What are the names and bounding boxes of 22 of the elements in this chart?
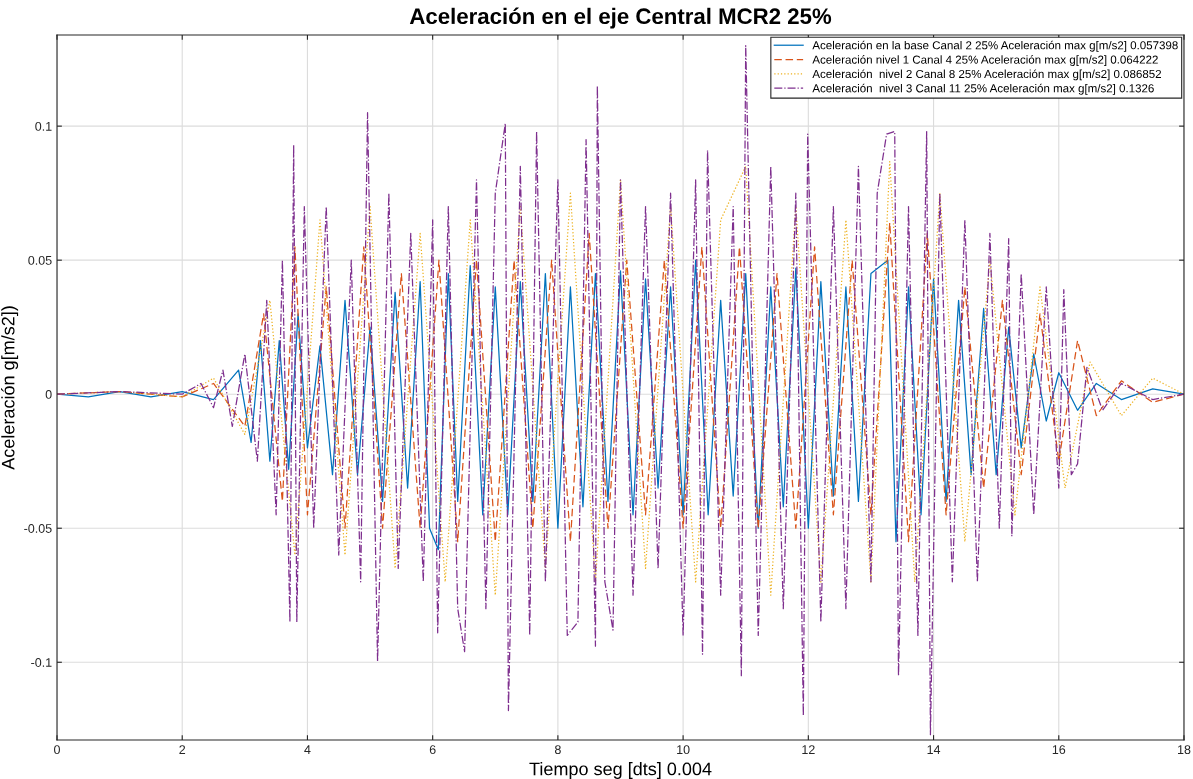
legend-label: Aceleración nivel 3 Canal 11 25% Aceleración max g[m/s2] 0.1326 bbox=[812, 83, 1154, 95]
y-tick-label: 0.05 bbox=[28, 255, 52, 265]
legend-label: Aceleración en la base Canal 2 25% Aceleración max g[m/s2] 0.057398 bbox=[812, 40, 1178, 52]
x-tick-label: 10 bbox=[677, 745, 690, 755]
x-tick-label: 8 bbox=[554, 745, 561, 755]
y-tick-label: 0.1 bbox=[35, 121, 52, 131]
x-tick-label: 2 bbox=[179, 745, 186, 754]
y-axis-title: Aceleración g[m/s2]) bbox=[1, 306, 19, 470]
chart-title: Aceleración en el eje Central MCR2 25% bbox=[409, 7, 832, 29]
x-tick-label: 16 bbox=[1052, 745, 1066, 755]
y-tick-label: -0.05 bbox=[24, 524, 52, 533]
x-tick-label: 14 bbox=[927, 745, 941, 754]
legend-label: Aceleración nivel 2 Canal 8 25% Aceleración max g[m/s2] 0.086852 bbox=[812, 69, 1162, 81]
x-tick-label: 6 bbox=[429, 745, 436, 755]
legend-label: Aceleración nivel 1 Canal 4 25% Aceleración max g[m/s2] 0.064222 bbox=[812, 55, 1158, 66]
y-tick-label: 0 bbox=[45, 390, 52, 399]
x-tick-label: 12 bbox=[802, 745, 815, 754]
x-tick-label: 18 bbox=[1178, 745, 1191, 755]
x-axis-title: Tiempo seg [dts] 0.004 bbox=[529, 762, 712, 779]
x-tick-label: 4 bbox=[304, 745, 311, 754]
x-tick-label: 0 bbox=[54, 745, 60, 755]
y-tick-label: -0.1 bbox=[31, 658, 52, 667]
